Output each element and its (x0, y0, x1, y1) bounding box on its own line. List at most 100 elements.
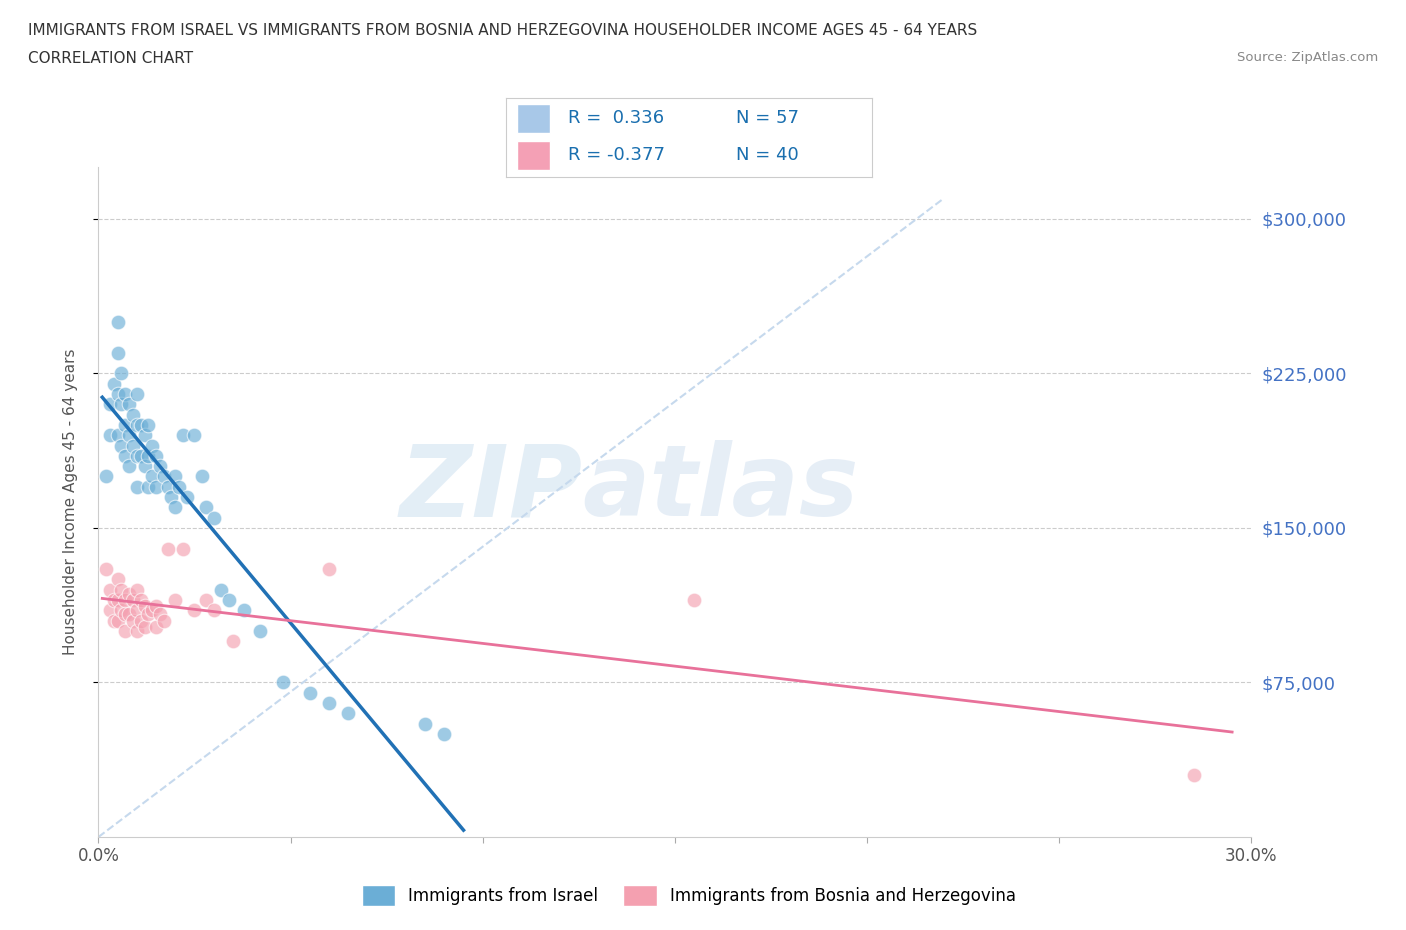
Point (129, 448, 152, 463)
Point (114, 607, 136, 622)
Text: R =  0.336: R = 0.336 (568, 109, 665, 127)
Point (165, 592, 187, 607)
Point (218, 592, 240, 607)
Point (172, 428, 194, 443)
Point (107, 572, 129, 587)
Text: R = -0.377: R = -0.377 (568, 146, 665, 165)
Point (103, 592, 125, 607)
Point (413, 716, 436, 731)
Point (249, 623, 271, 638)
Point (149, 458, 172, 473)
Point (114, 592, 136, 607)
Point (195, 500, 218, 515)
Point (149, 607, 172, 622)
Point (107, 613, 129, 628)
Text: ZIP: ZIP (399, 440, 582, 538)
Text: Source: ZipAtlas.com: Source: ZipAtlas.com (1237, 51, 1378, 64)
Point (141, 438, 163, 453)
Point (183, 428, 205, 443)
Point (172, 541, 194, 556)
Point (98, 603, 121, 618)
Point (160, 489, 183, 504)
Point (298, 685, 321, 700)
Point (145, 479, 167, 494)
Point (141, 603, 163, 618)
Point (222, 634, 245, 649)
Point (125, 603, 148, 618)
Point (209, 582, 232, 597)
Point (125, 479, 148, 494)
Point (114, 387, 136, 402)
Point (103, 377, 125, 392)
Point (145, 599, 167, 614)
Point (107, 314, 129, 329)
Text: N = 40: N = 40 (737, 146, 799, 165)
Point (125, 582, 148, 597)
Point (318, 562, 340, 577)
Point (138, 479, 160, 494)
Point (134, 619, 156, 634)
Point (110, 397, 132, 412)
Point (98, 582, 121, 597)
Point (202, 511, 225, 525)
Point (114, 418, 136, 432)
Point (94, 469, 117, 484)
Point (134, 458, 156, 473)
Point (134, 599, 156, 614)
Point (122, 592, 145, 607)
Point (433, 726, 456, 741)
Point (176, 489, 198, 504)
Point (125, 448, 148, 463)
Point (129, 613, 152, 628)
Point (122, 613, 145, 628)
Point (337, 706, 360, 721)
FancyBboxPatch shape (517, 141, 550, 170)
Text: atlas: atlas (582, 440, 859, 538)
Point (110, 438, 132, 453)
Point (125, 418, 148, 432)
Point (98, 397, 121, 412)
Point (114, 448, 136, 463)
Point (118, 587, 141, 602)
Point (318, 696, 340, 711)
Point (191, 469, 214, 484)
Point (183, 603, 205, 618)
Point (107, 387, 129, 402)
FancyBboxPatch shape (517, 104, 550, 133)
Point (195, 592, 218, 607)
Point (152, 613, 174, 628)
Text: CORRELATION CHART: CORRELATION CHART (28, 51, 193, 66)
Point (141, 469, 163, 484)
Point (103, 613, 125, 628)
Point (110, 603, 132, 618)
Point (167, 479, 190, 494)
Point (165, 469, 187, 484)
Point (94, 562, 117, 577)
Point (129, 592, 152, 607)
Point (145, 619, 167, 634)
Point (165, 500, 187, 515)
Point (118, 397, 141, 412)
Point (118, 607, 141, 622)
Point (107, 345, 129, 360)
Point (118, 458, 141, 473)
Point (98, 428, 121, 443)
Point (134, 428, 156, 443)
Legend: Immigrants from Israel, Immigrants from Bosnia and Herzegovina: Immigrants from Israel, Immigrants from … (356, 879, 1022, 912)
Y-axis label: Householder Income Ages 45 - 64 years: Householder Income Ages 45 - 64 years (63, 349, 77, 656)
Point (125, 387, 148, 402)
Point (1182, 768, 1205, 783)
Point (156, 479, 179, 494)
Point (233, 603, 256, 618)
Point (271, 675, 294, 690)
Point (202, 603, 225, 618)
Point (114, 623, 136, 638)
Point (138, 448, 160, 463)
Text: N = 57: N = 57 (737, 109, 800, 127)
Point (118, 428, 141, 443)
Point (129, 418, 152, 432)
Point (107, 428, 129, 443)
Point (145, 448, 167, 463)
Point (110, 366, 132, 381)
Point (683, 592, 706, 607)
